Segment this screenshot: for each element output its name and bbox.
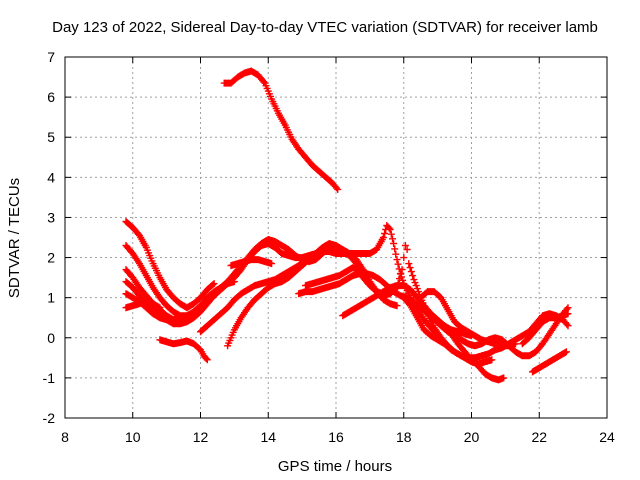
marker-trail bbox=[220, 67, 342, 193]
x-tick-label: 10 bbox=[125, 429, 141, 445]
y-tick-label: 5 bbox=[47, 129, 55, 145]
series-sat17 bbox=[440, 322, 508, 384]
marker-trail bbox=[518, 310, 572, 348]
series-sat19 bbox=[518, 310, 572, 348]
series-sat8 bbox=[156, 336, 211, 364]
marker-trail bbox=[156, 336, 211, 364]
plot-frame bbox=[64, 56, 608, 419]
marker-trail bbox=[529, 348, 570, 376]
y-tick-label: 7 bbox=[47, 49, 55, 65]
series-sat1 bbox=[220, 67, 342, 193]
x-tick-label: 12 bbox=[193, 429, 209, 445]
marker-trail bbox=[417, 288, 519, 350]
chart-title: Day 123 of 2022, Sidereal Day-to-day VTE… bbox=[52, 19, 598, 36]
y-tick-label: -1 bbox=[43, 370, 56, 386]
x-tick-label: 24 bbox=[599, 429, 615, 445]
series-sat15 bbox=[400, 294, 448, 348]
series-sat2 bbox=[122, 218, 218, 312]
series-sat11 bbox=[227, 256, 276, 270]
marker-trail bbox=[122, 298, 164, 312]
y-axis-label: SDTVAR / TECUs bbox=[6, 178, 23, 298]
marker-trail bbox=[440, 322, 508, 384]
x-tick-labels: 8 10 12 14 16 18 20 22 24 bbox=[61, 429, 615, 445]
y-tick-label: 3 bbox=[47, 209, 55, 225]
marker-trail bbox=[122, 242, 238, 320]
x-tick-label: 14 bbox=[260, 429, 276, 445]
series-sat14 bbox=[339, 282, 475, 340]
y-tick-label: 0 bbox=[47, 330, 55, 346]
y-tick-label: 4 bbox=[47, 169, 55, 185]
series-sat16 bbox=[417, 288, 519, 350]
marker-trail bbox=[224, 240, 340, 350]
y-tick-label: 1 bbox=[47, 290, 55, 306]
series-sat7 bbox=[122, 298, 164, 312]
marker-trail bbox=[227, 256, 276, 270]
axis-ticks bbox=[64, 56, 608, 419]
x-tick-label: 18 bbox=[396, 429, 412, 445]
x-tick-label: 22 bbox=[531, 429, 547, 445]
y-tick-label: 6 bbox=[47, 89, 55, 105]
y-tick-label: 2 bbox=[47, 250, 55, 266]
x-tick-label: 16 bbox=[328, 429, 344, 445]
marker-trail bbox=[339, 282, 475, 340]
series-sat18 bbox=[529, 348, 570, 376]
x-tick-label: 8 bbox=[61, 429, 69, 445]
series-sat10 bbox=[224, 240, 340, 350]
y-tick-label: -2 bbox=[43, 410, 56, 426]
marker-trail bbox=[400, 294, 448, 348]
y-tick-labels: -2 -1 0 1 2 3 4 5 6 7 bbox=[43, 49, 56, 426]
data-markers bbox=[122, 67, 572, 384]
series-sat3 bbox=[122, 242, 238, 320]
marker-trail bbox=[122, 218, 218, 312]
x-tick-label: 20 bbox=[464, 429, 480, 445]
x-axis-label: GPS time / hours bbox=[278, 458, 392, 475]
grid-lines bbox=[65, 57, 607, 418]
